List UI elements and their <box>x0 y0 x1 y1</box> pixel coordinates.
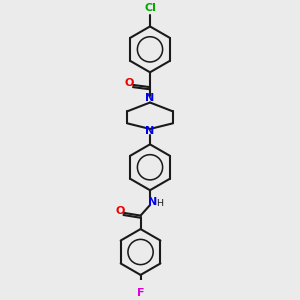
Text: H: H <box>156 199 163 208</box>
Text: N: N <box>146 93 154 103</box>
Text: O: O <box>116 206 125 216</box>
Text: Cl: Cl <box>144 3 156 13</box>
Text: F: F <box>137 288 144 298</box>
Text: N: N <box>146 126 154 136</box>
Text: N: N <box>148 196 157 206</box>
Text: O: O <box>125 78 134 88</box>
